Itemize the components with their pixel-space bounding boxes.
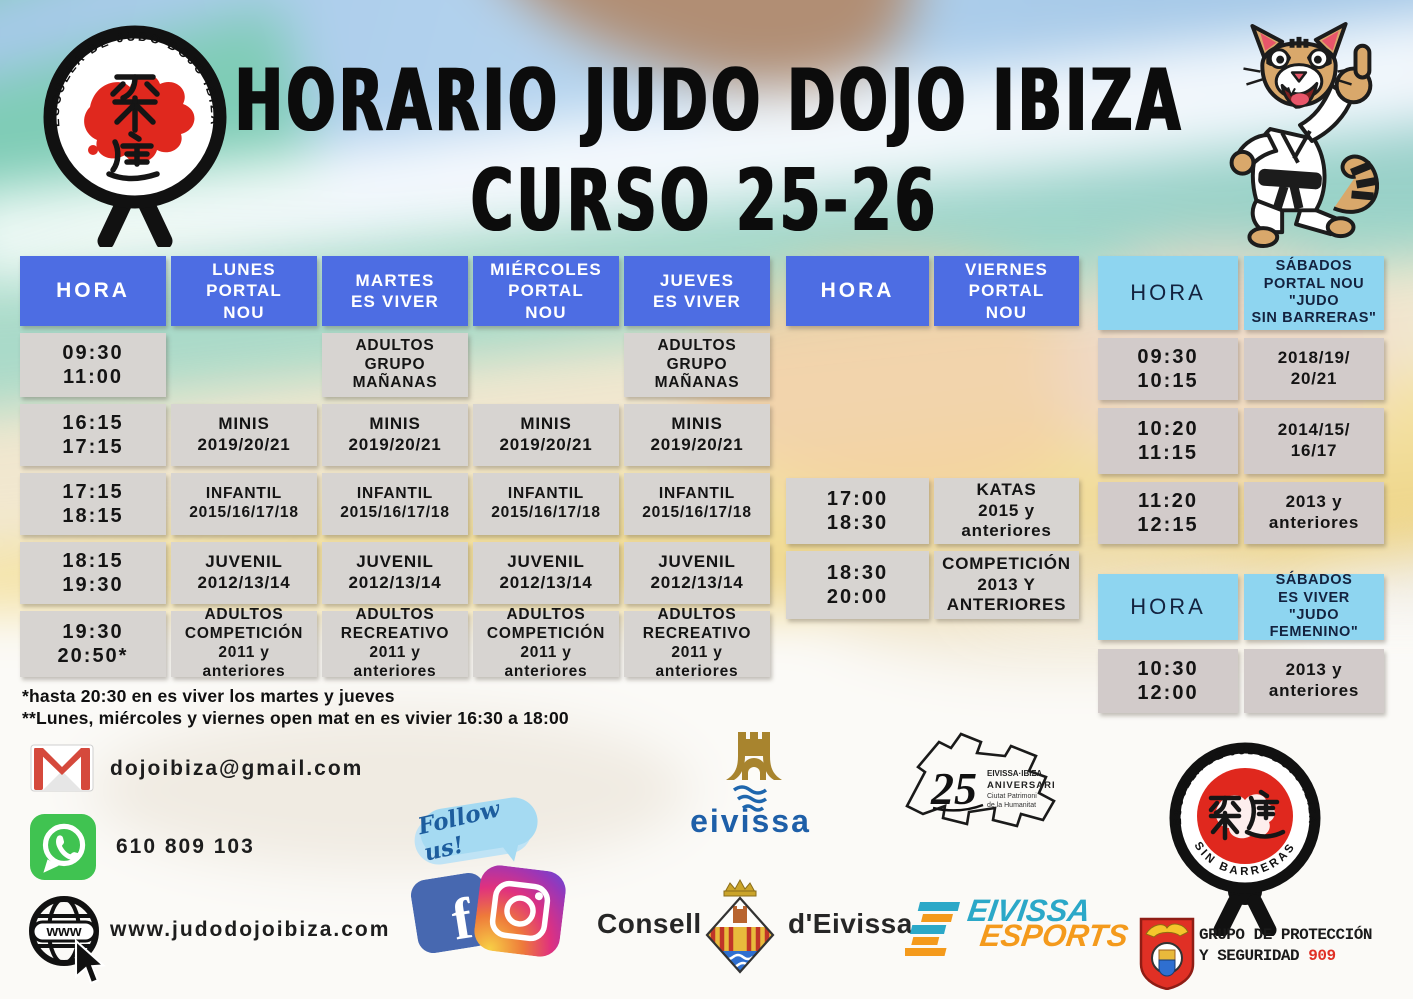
class-cell: KATAS 2015 y anteriores xyxy=(934,478,1079,544)
time-cell: 09:30 11:00 xyxy=(20,333,166,397)
class-cell: INFANTIL 2015/16/17/18 xyxy=(473,473,619,535)
gmail-icon[interactable] xyxy=(30,744,94,792)
class-cell: JUVENIL 2012/13/14 xyxy=(624,542,770,604)
spacer xyxy=(934,333,1079,471)
whatsapp-icon[interactable] xyxy=(30,814,96,880)
class-cell: ADULTOS RECREATIVO 2011 y anteriores xyxy=(322,606,468,680)
consell-label: Consell xyxy=(597,908,702,939)
instagram-icon[interactable] xyxy=(472,863,568,959)
empty-cell xyxy=(171,333,317,397)
facebook-icon[interactable]: f xyxy=(409,871,494,956)
consell-crest-icon xyxy=(700,876,780,976)
col-header-miercoles: MIÉRCOLES PORTAL NOU xyxy=(473,256,619,326)
dojo-logo: ESCUELA DE JUDO DOJO IBIZA xyxy=(35,22,235,250)
class-cell: ADULTOS RECREATIVO 2011 y anteriores xyxy=(624,606,770,680)
website-url[interactable]: www.judodojoibiza.com xyxy=(110,918,391,941)
weekday-schedule-table: HORA LUNES PORTAL NOU MARTES ES VIVER MI… xyxy=(20,256,770,680)
class-cell: 2014/15/ 16/17 xyxy=(1244,408,1384,474)
class-cell: COMPETICIÓN 2013 Y ANTERIORES xyxy=(934,551,1079,619)
class-cell: JUVENIL 2012/13/14 xyxy=(473,542,619,604)
class-cell: 2013 y anteriores xyxy=(1244,649,1384,713)
email-address[interactable]: dojoibiza@gmail.com xyxy=(110,757,364,780)
footnote-2: **Lunes, miércoles y viernes open mat en… xyxy=(22,707,569,728)
time-cell: 09:30 10:15 xyxy=(1098,338,1238,400)
class-cell: INFANTIL 2015/16/17/18 xyxy=(322,473,468,535)
class-cell: MINIS 2019/20/21 xyxy=(624,404,770,466)
ibiza-island-red xyxy=(84,74,195,163)
eivissa-sports-icon xyxy=(902,898,967,958)
spacer xyxy=(786,333,929,471)
svg-text:25: 25 xyxy=(930,763,977,814)
time-cell: 18:30 20:00 xyxy=(786,551,929,619)
svg-text:de la Humanitat: de la Humanitat xyxy=(987,802,1036,809)
class-cell: JUVENIL 2012/13/14 xyxy=(171,542,317,604)
class-cell: ADULTOS COMPETICIÓN 2011 y anteriores xyxy=(171,606,317,680)
saturday-esviver-table: HORA SÁBADOS ES VIVER "JUDO FEMENINO" 10… xyxy=(1098,572,1384,713)
svg-text:Ciutat Patrimoni: Ciutat Patrimoni xyxy=(987,793,1037,800)
security-line1: GRUPO DE PROTECCIÓN xyxy=(1199,926,1372,944)
class-cell: MINIS 2019/20/21 xyxy=(171,404,317,466)
saturday-portalnou-table: HORA SÁBADOS PORTAL NOU "JUDO SIN BARRER… xyxy=(1098,256,1384,544)
class-cell: INFANTIL 2015/16/17/18 xyxy=(171,473,317,535)
time-cell: 11:20 12:15 xyxy=(1098,482,1238,544)
class-cell: ADULTOS GRUPO MAÑANAS xyxy=(322,333,468,397)
col-header-sabados-pn: SÁBADOS PORTAL NOU "JUDO SIN BARRERAS" xyxy=(1244,256,1384,330)
time-cell: 16:15 17:15 xyxy=(20,404,166,466)
security-shield-icon xyxy=(1138,916,1196,991)
kanji-judo xyxy=(106,74,160,182)
deivissa-label: d'Eivissa xyxy=(788,908,913,939)
sin-barreras-logo: ESCUELA DE JUDO DOJO IBIZA SIN BARRERAS xyxy=(1163,740,1327,938)
empty-cell xyxy=(473,333,619,397)
class-cell: INFANTIL 2015/16/17/18 xyxy=(624,473,770,535)
eivissa-wordmark: eivissa xyxy=(690,803,811,839)
class-cell: ADULTOS GRUPO MAÑANAS xyxy=(624,333,770,397)
security-number: 909 xyxy=(1308,946,1336,965)
col-header-hora: HORA xyxy=(20,256,166,326)
col-header-sabados-ev: SÁBADOS ES VIVER "JUDO FEMENINO" xyxy=(1244,572,1384,640)
class-cell: 2018/19/ 20/21 xyxy=(1244,338,1384,400)
sports-line2: ESPORTS xyxy=(977,918,1131,954)
col-header-hora: HORA xyxy=(1098,256,1238,330)
security-group-label: GRUPO DE PROTECCIÓN Y SEGURIDAD 909 xyxy=(1199,925,1372,967)
page-subtitle: CURSO 25-26 xyxy=(471,152,939,251)
friday-schedule-table: HORA VIERNES PORTAL NOU 17:00 18:30 KATA… xyxy=(786,256,1079,619)
col-header-hora: HORA xyxy=(786,256,929,326)
time-cell: 18:15 19:30 xyxy=(20,542,166,604)
time-cell: 17:15 18:15 xyxy=(20,473,166,535)
col-header-lunes: LUNES PORTAL NOU xyxy=(171,256,317,326)
class-cell: MINIS 2019/20/21 xyxy=(473,404,619,466)
security-line2: Y SEGURIDAD xyxy=(1199,946,1300,965)
class-cell: MINIS 2019/20/21 xyxy=(322,404,468,466)
eivissa-sports-wordmark: EIVISSA ESPORTS xyxy=(962,893,1133,954)
svg-text:EIVISSA·IBIZA: EIVISSA·IBIZA xyxy=(987,769,1042,778)
svg-text:ANIVERSARI: ANIVERSARI xyxy=(987,780,1056,791)
col-header-martes: MARTES ES VIVER xyxy=(322,256,468,326)
website-globe-icon[interactable]: www xyxy=(26,893,118,985)
cursor-icon xyxy=(74,938,106,985)
class-cell: ADULTOS COMPETICIÓN 2011 y anteriores xyxy=(473,606,619,680)
time-cell: 10:30 12:00 xyxy=(1098,649,1238,713)
footnote-1: *hasta 20:30 en es viver los martes y ju… xyxy=(22,686,395,706)
phone-number[interactable]: 610 809 103 xyxy=(116,835,255,858)
class-cell: 2013 y anteriores xyxy=(1244,482,1384,544)
time-cell: 19:30 20:50* xyxy=(20,611,166,677)
eivissa-castle-icon xyxy=(712,728,790,824)
page-title: HORARIO JUDO DOJO IBIZA xyxy=(235,52,1185,151)
time-cell: 17:00 18:30 xyxy=(786,478,929,544)
time-cell: 10:20 11:15 xyxy=(1098,408,1238,474)
class-cell: JUVENIL 2012/13/14 xyxy=(322,542,468,604)
judo-cat-mascot xyxy=(1185,14,1413,252)
svg-text:www: www xyxy=(45,923,81,940)
col-header-jueves: JUEVES ES VIVER xyxy=(624,256,770,326)
footnotes: *hasta 20:30 en es viver los martes y ju… xyxy=(22,686,569,730)
kanji-judo xyxy=(1208,789,1286,841)
anniversary-25-logo: 25 EIVISSA·IBIZA ANIVERSARI Ciutat Patri… xyxy=(893,726,1063,848)
col-header-viernes: VIERNES PORTAL NOU xyxy=(934,256,1079,326)
col-header-hora: HORA xyxy=(1098,574,1238,640)
